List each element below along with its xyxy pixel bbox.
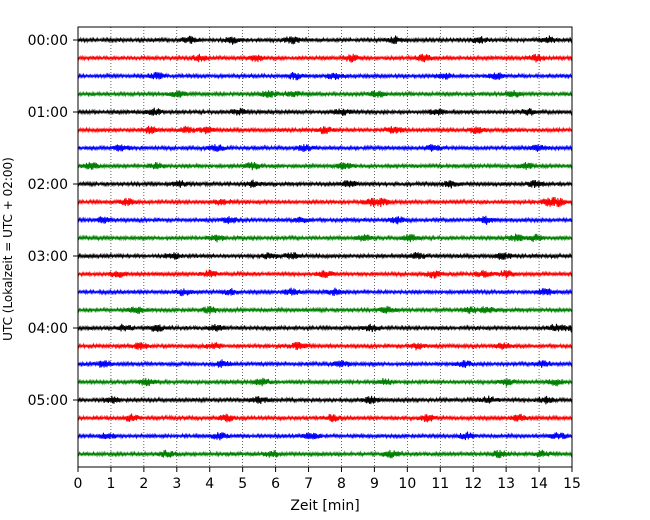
x-tick-label: 15 [563, 476, 581, 492]
trace-line [77, 252, 573, 260]
trace-line [77, 215, 573, 225]
x-tick-label: 6 [271, 476, 280, 492]
seismogram-traces [77, 35, 573, 459]
y-axis-ticks: 00:00 01:00 02:00 03:00 04:00 05:00 [28, 33, 78, 409]
trace-line [77, 269, 573, 279]
trace-line [77, 287, 573, 297]
y-tick-label: 05:00 [28, 393, 68, 409]
trace-line [77, 71, 573, 81]
trace-line [77, 413, 573, 423]
vertical-gridlines [110, 27, 540, 467]
x-tick-label: 3 [172, 476, 181, 492]
y-tick-label: 03:00 [28, 249, 68, 265]
trace-line [77, 144, 573, 153]
trace-line [77, 449, 573, 459]
trace-line [77, 431, 573, 441]
x-axis-label: Zeit [min] [290, 498, 359, 514]
trace-line [77, 359, 573, 368]
trace-line [77, 305, 573, 315]
y-tick-label: 01:00 [28, 105, 68, 121]
trace-line [77, 341, 573, 351]
trace-line [77, 53, 573, 63]
x-tick-label: 5 [238, 476, 247, 492]
x-tick-label: 9 [370, 476, 379, 492]
trace-line [77, 197, 573, 208]
trace-line [77, 323, 573, 333]
x-tick-label: 2 [139, 476, 148, 492]
trace-line [77, 377, 573, 387]
x-tick-label: 10 [398, 476, 416, 492]
trace-line [77, 125, 573, 135]
y-tick-label: 02:00 [28, 177, 68, 193]
x-tick-label: 14 [530, 476, 548, 492]
trace-line [77, 161, 573, 171]
trace-line [77, 107, 573, 116]
plot-frame [77, 26, 573, 468]
x-axis-ticks: 0 1 2 3 4 5 6 7 8 9 10 11 12 13 14 15 [74, 467, 581, 492]
x-tick-label: 11 [431, 476, 449, 492]
trace-line [77, 179, 573, 189]
trace-line [77, 89, 573, 98]
x-tick-label: 13 [497, 476, 515, 492]
x-tick-label: 0 [74, 476, 83, 492]
x-tick-label: 12 [464, 476, 482, 492]
y-tick-label: 00:00 [28, 33, 68, 49]
trace-line [77, 35, 573, 45]
x-tick-label: 7 [304, 476, 313, 492]
y-tick-label: 04:00 [28, 321, 68, 337]
y-axis-label: UTC (Lokalzeit = UTC + 02:00) [1, 157, 15, 341]
x-tick-label: 8 [337, 476, 346, 492]
x-tick-label: 1 [106, 476, 115, 492]
trace-line [77, 395, 573, 405]
x-tick-label: 4 [205, 476, 214, 492]
trace-line [77, 233, 573, 243]
